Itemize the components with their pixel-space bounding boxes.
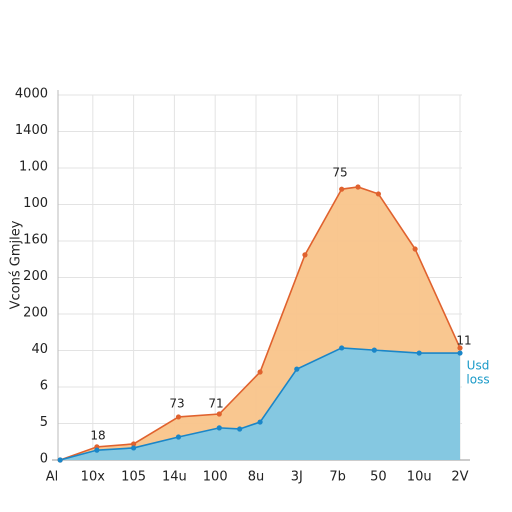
marker: [216, 425, 222, 431]
marker: [175, 434, 182, 440]
y-tick-label: 1400: [15, 123, 48, 138]
area: [60, 347, 460, 460]
marker: [339, 186, 345, 192]
annotation: 11: [456, 334, 471, 348]
y-tick-label: 1.00: [19, 160, 48, 175]
x-tick-label: 3J: [291, 470, 303, 485]
marker: [57, 457, 63, 463]
x-tick-label: 2V: [451, 470, 468, 485]
marker: [94, 447, 100, 453]
line: [59, 347, 460, 461]
y-tick-label: 6: [40, 379, 48, 394]
annotation: 18: [90, 429, 105, 443]
x-tick-label: 50: [370, 470, 387, 485]
x-tick-label: 10x: [81, 470, 106, 485]
y-tick-label: 4000: [15, 87, 48, 102]
x-tick-label: 8u: [248, 470, 265, 485]
marker: [457, 350, 463, 356]
annotation: Usd: [467, 359, 490, 373]
x-tick-label: 14u: [162, 470, 187, 485]
y-tick-label: 5: [40, 415, 48, 430]
marker: [355, 184, 361, 190]
marker: [257, 369, 263, 375]
marker: [302, 252, 308, 258]
marker: [257, 419, 263, 425]
marker: [175, 414, 182, 420]
marker: [371, 347, 377, 353]
x-tick-label: Al: [46, 470, 59, 485]
y-tick-label: 200: [23, 269, 48, 284]
marker: [457, 345, 463, 351]
marker: [131, 445, 137, 451]
y-tick-label: 100: [23, 196, 48, 211]
marker: [216, 411, 222, 417]
y-axis-label: Vconś Gmjley: [9, 220, 24, 309]
y-tick-label: 40: [31, 342, 48, 357]
annotation: 73: [169, 397, 184, 411]
x-tick-label: 105: [121, 470, 146, 485]
marker: [131, 441, 137, 447]
y-tick-label: 200: [23, 306, 48, 321]
marker: [416, 350, 422, 356]
y-tick-label: 160: [23, 233, 48, 248]
marker: [412, 246, 418, 252]
y-tick-label: 0: [40, 452, 48, 467]
x-tick-label: 100: [203, 470, 228, 485]
x-tick-label: 7b: [329, 470, 346, 485]
x-tick-label: 10u: [407, 470, 432, 485]
annotation: 71: [208, 397, 223, 411]
annotation: loss: [466, 373, 489, 387]
annotation: 75: [332, 166, 347, 180]
marker: [339, 345, 345, 351]
marker: [237, 426, 243, 432]
line: [59, 186, 461, 461]
marker: [294, 366, 300, 372]
marker: [375, 191, 381, 197]
